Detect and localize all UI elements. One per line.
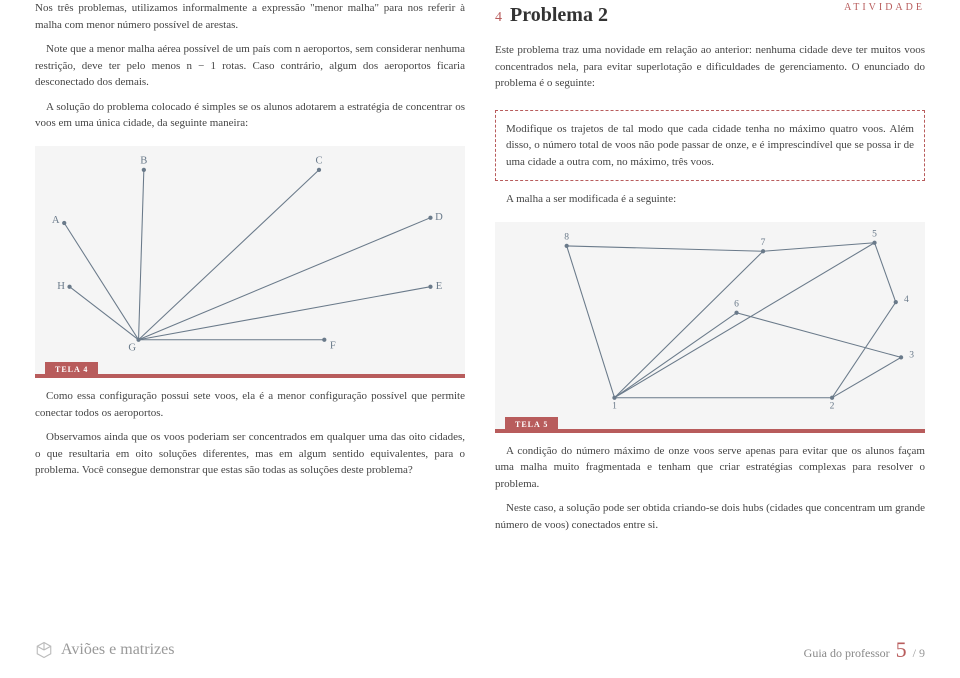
para-r4: Neste caso, a solução pode ser obtida cr… <box>495 500 925 533</box>
graph-hub: A B C D H E G F <box>43 154 457 361</box>
svg-text:6: 6 <box>734 298 739 309</box>
footer: Aviões e matrizes Guia do professor 5 / … <box>35 633 925 666</box>
svg-text:5: 5 <box>872 230 877 239</box>
para-l5: Observamos ainda que os voos poderiam se… <box>35 429 465 479</box>
svg-text:C: C <box>315 155 322 166</box>
activity-label: ATIVIDADE <box>844 0 925 15</box>
svg-text:A: A <box>52 215 60 226</box>
diagram-tela5: 8 7 5 4 6 3 1 2 TELA 5 <box>495 222 925 433</box>
svg-text:1: 1 <box>612 400 617 411</box>
left-column: Nos três problemas, utilizamos informalm… <box>35 0 465 585</box>
footer-guide: Guia do professor <box>804 644 890 662</box>
svg-text:D: D <box>435 211 443 222</box>
footer-right: Guia do professor 5 / 9 <box>804 633 925 666</box>
svg-text:3: 3 <box>909 349 914 360</box>
graph-mesh: 8 7 5 4 6 3 1 2 <box>503 230 917 416</box>
svg-text:8: 8 <box>564 231 569 242</box>
page-num: 5 <box>896 633 907 666</box>
svg-text:H: H <box>57 280 65 291</box>
para-r3: A condição do número máximo de onze voos… <box>495 443 925 493</box>
para-l3: A solução do problema colocado é simples… <box>35 99 465 132</box>
para-r2: A malha a ser modificada é a seguinte: <box>495 191 925 208</box>
highlight-box: Modifique os trajetos de tal modo que ca… <box>495 110 925 182</box>
right-column: 4 Problema 2 Este problema traz uma novi… <box>495 0 925 585</box>
footer-left: Aviões e matrizes <box>35 638 174 662</box>
para-l1: Nos três problemas, utilizamos informalm… <box>35 0 465 33</box>
svg-text:F: F <box>330 340 336 351</box>
svg-text:G: G <box>128 342 136 353</box>
tela4-label: TELA 4 <box>45 362 98 378</box>
svg-text:E: E <box>436 280 442 291</box>
section-name: Problema 2 <box>510 0 608 30</box>
svg-text:7: 7 <box>761 236 766 247</box>
para-l4: Como essa configuração possui sete voos,… <box>35 388 465 421</box>
diagram-tela4: A B C D H E G F TELA 4 <box>35 146 465 379</box>
cube-icon <box>35 641 53 659</box>
svg-text:B: B <box>140 155 147 166</box>
para-l2: Note que a menor malha aérea possível de… <box>35 41 465 91</box>
tela5-label: TELA 5 <box>505 417 558 433</box>
svg-text:2: 2 <box>830 400 835 411</box>
para-r1: Este problema traz uma novidade em relaç… <box>495 42 925 92</box>
svg-text:4: 4 <box>904 294 909 305</box>
page-total: / 9 <box>913 644 925 662</box>
footer-title: Aviões e matrizes <box>61 638 174 662</box>
section-num: 4 <box>495 7 502 28</box>
